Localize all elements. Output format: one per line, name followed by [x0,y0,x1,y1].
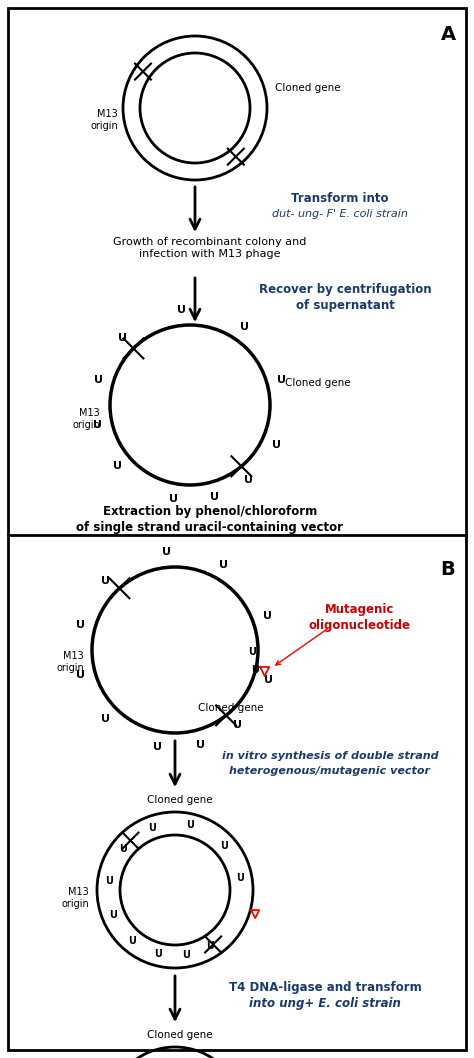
Text: U: U [76,671,85,680]
Text: U: U [251,665,259,675]
Text: U: U [169,493,178,504]
Text: U: U [272,440,281,450]
Text: U: U [94,376,103,385]
Text: U: U [182,950,191,961]
Text: Mutagenic: Mutagenic [325,603,395,617]
Text: into ung+ E. coli strain: into ung+ E. coli strain [249,997,401,1009]
Text: U: U [154,949,162,960]
Text: T4 DNA-ligase and transform: T4 DNA-ligase and transform [228,982,421,995]
Text: of single strand uracil-containing vector: of single strand uracil-containing vecto… [76,521,344,534]
Text: U: U [113,461,122,471]
Text: U: U [76,620,85,630]
Text: U: U [277,376,286,385]
Text: dut- ung- F' E. coli strain: dut- ung- F' E. coli strain [272,209,408,219]
Text: U: U [154,742,163,751]
Text: U: U [92,420,101,430]
Text: Transform into: Transform into [291,191,389,204]
Text: U: U [240,323,249,332]
Text: M13
origin: M13 origin [56,652,84,673]
Text: in vitro synthesis of double strand: in vitro synthesis of double strand [222,751,438,761]
Circle shape [140,53,250,163]
Text: U: U [206,942,214,951]
Text: A: A [440,25,456,44]
Text: Cloned gene: Cloned gene [275,83,341,93]
Text: Cloned gene: Cloned gene [285,378,351,388]
Text: M13
origin: M13 origin [90,109,118,131]
Text: U: U [196,740,205,750]
Text: U: U [105,876,113,886]
Text: U: U [210,492,219,501]
Text: U: U [186,820,194,831]
Circle shape [97,811,253,968]
Text: U: U [220,840,228,851]
Text: U: U [263,612,272,621]
Text: M13
origin: M13 origin [72,408,100,430]
Text: Extraction by phenol/chloroform: Extraction by phenol/chloroform [103,505,317,518]
Text: U: U [101,576,110,586]
Text: oligonucleotide: oligonucleotide [309,619,411,632]
Text: heterogenous/mutagenic vector: heterogenous/mutagenic vector [229,766,430,776]
Circle shape [107,1047,243,1058]
Text: U: U [177,306,186,315]
Text: U: U [248,647,256,657]
Text: U: U [219,560,228,570]
Text: U: U [244,475,253,485]
Text: Cloned gene: Cloned gene [199,704,264,713]
Text: B: B [441,560,456,579]
Text: U: U [148,822,156,833]
Text: Growth of recombinant colony and
infection with M13 phage: Growth of recombinant colony and infecti… [113,237,307,259]
Text: U: U [101,714,110,725]
Text: U: U [118,844,127,854]
Text: U: U [162,547,171,558]
Text: of supernatant: of supernatant [296,298,394,311]
Text: U: U [264,675,273,686]
Circle shape [92,567,258,733]
Text: U: U [128,936,136,946]
Circle shape [120,835,230,945]
Text: Recover by centrifugation: Recover by centrifugation [259,284,431,296]
Text: U: U [118,333,128,343]
Text: Cloned gene: Cloned gene [147,795,213,805]
Text: Cloned gene: Cloned gene [147,1030,213,1040]
Circle shape [110,325,270,485]
Text: M13
origin: M13 origin [61,888,89,909]
Text: U: U [109,910,117,919]
Circle shape [123,36,267,180]
Text: U: U [234,720,243,730]
Text: U: U [237,874,245,883]
